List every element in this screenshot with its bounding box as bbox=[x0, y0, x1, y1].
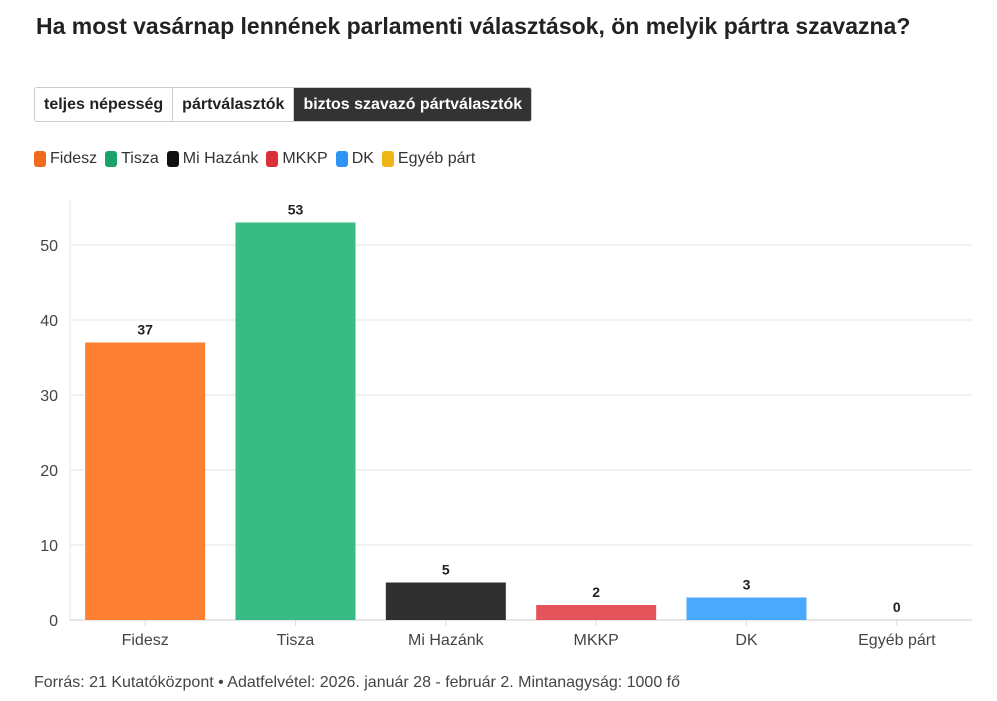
legend-item[interactable]: MKKP bbox=[266, 150, 328, 168]
legend: Fidesz Tisza Mi Hazánk MKKP DK Egyéb párt bbox=[34, 150, 475, 168]
bar-mkkp bbox=[536, 605, 657, 620]
legend-item[interactable]: Fidesz bbox=[34, 150, 97, 168]
y-tick-label: 10 bbox=[40, 538, 58, 555]
legend-label: Tisza bbox=[121, 150, 159, 167]
data-label: 5 bbox=[442, 562, 450, 578]
data-label: 2 bbox=[592, 584, 600, 600]
legend-item[interactable]: Mi Hazánk bbox=[166, 150, 259, 168]
legend-swatch bbox=[34, 151, 46, 167]
data-label: 3 bbox=[743, 577, 751, 593]
legend-swatch bbox=[266, 151, 279, 167]
tab-biztos-szavazo[interactable]: biztos szavazó pártválasztók bbox=[294, 88, 532, 121]
y-tick-label: 30 bbox=[40, 388, 58, 405]
y-tick-label: 20 bbox=[40, 463, 58, 480]
x-tick-label: Mi Hazánk bbox=[408, 632, 485, 649]
y-tick-label: 50 bbox=[40, 238, 58, 255]
tab-partvalasztok[interactable]: pártválasztók bbox=[173, 88, 295, 121]
x-tick-label: DK bbox=[735, 632, 758, 649]
legend-label: Egyéb párt bbox=[397, 150, 476, 167]
bar-mi-hazánk bbox=[385, 582, 506, 620]
legend-item[interactable]: Egyéb párt bbox=[381, 150, 476, 168]
data-label: 0 bbox=[893, 599, 901, 615]
x-tick-label: Tisza bbox=[277, 632, 315, 649]
legend-label: DK bbox=[351, 150, 374, 167]
legend-swatch bbox=[166, 151, 179, 167]
legend-swatch bbox=[335, 151, 348, 167]
legend-item[interactable]: DK bbox=[335, 150, 374, 168]
data-label: 53 bbox=[288, 202, 304, 218]
legend-label: Mi Hazánk bbox=[182, 150, 259, 167]
y-tick-label: 0 bbox=[49, 613, 58, 630]
x-tick-label: MKKP bbox=[573, 632, 618, 649]
tab-teljes-nepesseg[interactable]: teljes népesség bbox=[35, 88, 174, 121]
chart-title: Ha most vasárnap lennének parlamenti vál… bbox=[36, 13, 911, 39]
bar-fidesz bbox=[85, 342, 206, 620]
legend-label: Fidesz bbox=[50, 150, 98, 167]
bar-tisza bbox=[235, 222, 356, 620]
legend-swatch bbox=[105, 151, 118, 167]
legend-item[interactable]: Tisza bbox=[105, 150, 159, 168]
population-tabs: teljes népesség pártválasztók biztos sza… bbox=[34, 87, 533, 122]
data-label: 37 bbox=[137, 322, 153, 338]
y-tick-label: 40 bbox=[40, 313, 58, 330]
source-footer: Forrás: 21 Kutatóközpont • Adatfelvétel:… bbox=[34, 674, 681, 691]
legend-swatch bbox=[381, 151, 394, 167]
x-tick-label: Egyéb párt bbox=[858, 632, 936, 649]
x-tick-label: Fidesz bbox=[122, 632, 169, 649]
legend-label: MKKP bbox=[282, 150, 328, 167]
bar-dk bbox=[686, 597, 807, 620]
